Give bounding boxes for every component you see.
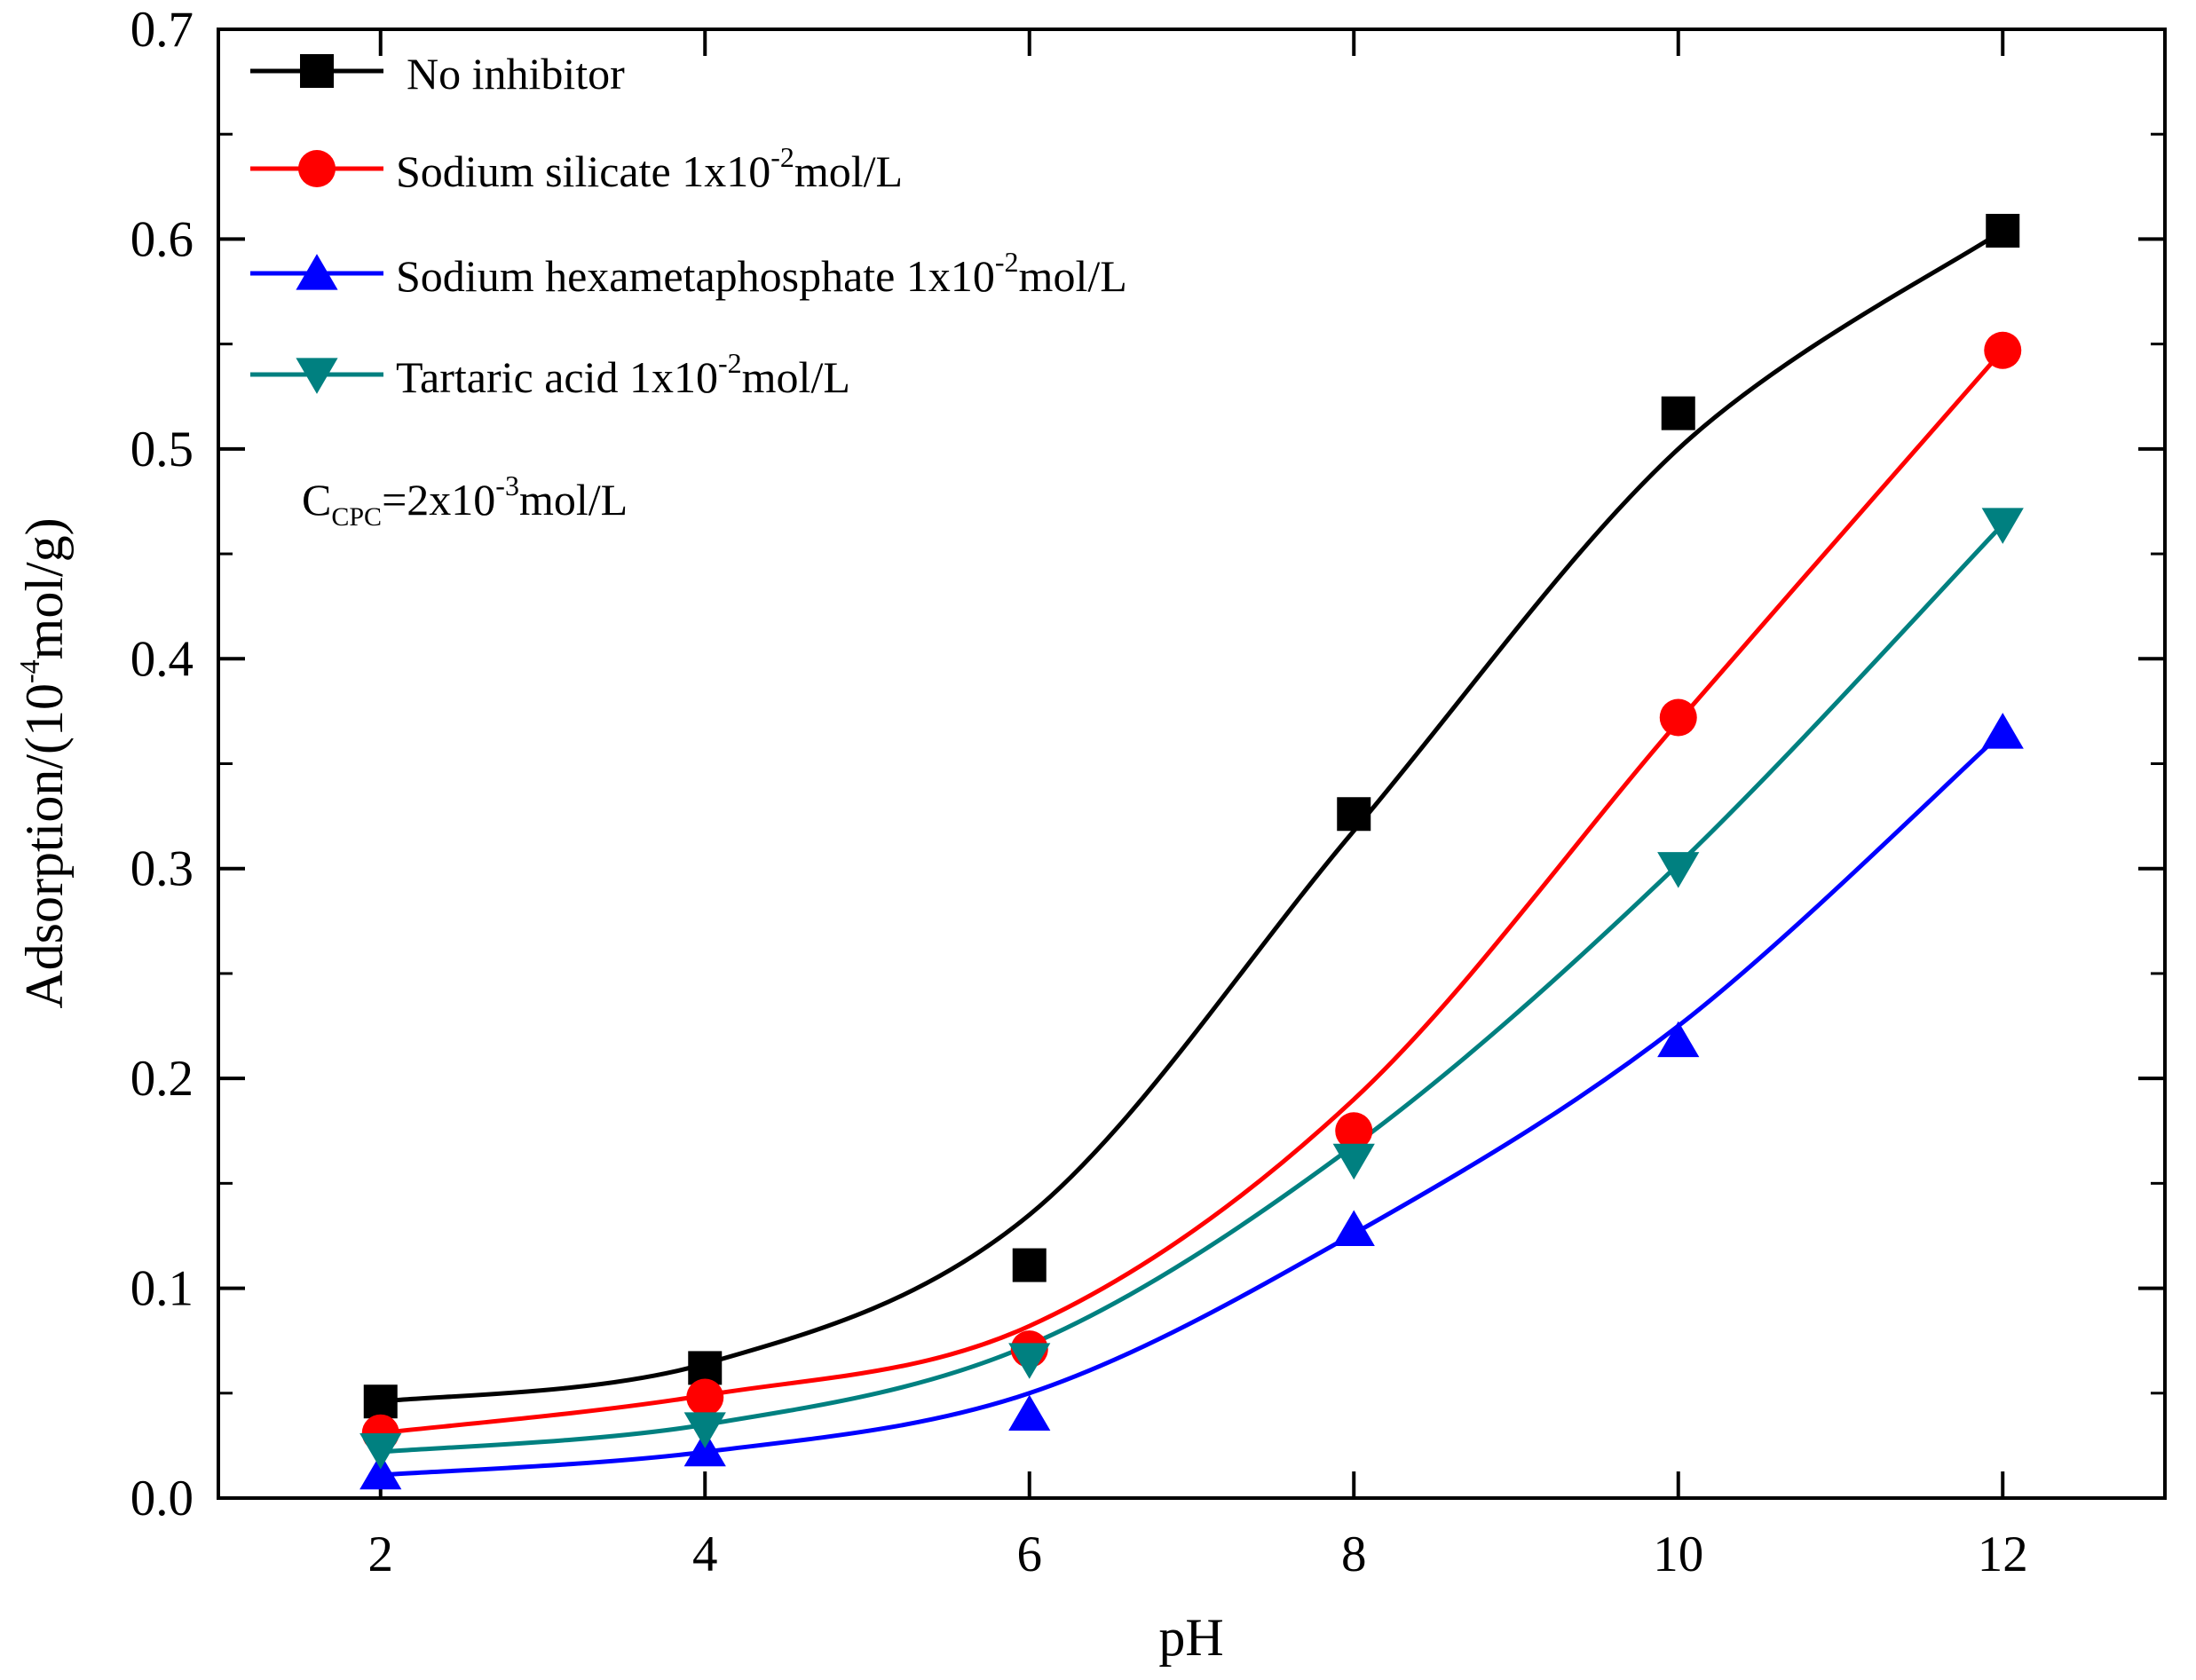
- data-point-2-5: [1981, 713, 2024, 749]
- legend-label-3: Tartaric acid 1x10-2mol/L: [396, 347, 850, 402]
- y-tick-label: 0.3: [130, 841, 194, 897]
- x-tick-label: 10: [1653, 1526, 1703, 1582]
- y-tick-label: 0.1: [130, 1261, 194, 1317]
- data-point-0-2: [1012, 1248, 1047, 1282]
- y-tick-label: 0.6: [130, 211, 194, 267]
- legend-label-1: Sodium silicate 1x10-2mol/L: [396, 141, 903, 196]
- data-point-3-2: [1008, 1343, 1051, 1379]
- legend-marker-0: [300, 54, 334, 88]
- y-tick-label: 0.4: [130, 631, 194, 687]
- legend: No inhibitor Sodium silicate 1x10-2mol/L S…: [250, 49, 1127, 402]
- legend-marker-3: [296, 358, 338, 394]
- data-point-2-0: [359, 1453, 402, 1490]
- data-point-3-1: [683, 1412, 726, 1448]
- series-fit-line-3: [380, 523, 2005, 1455]
- data-point-0-4: [1661, 396, 1695, 430]
- x-tick-label: 2: [368, 1526, 394, 1582]
- legend-marker-2: [296, 254, 338, 290]
- x-axis-title: pH: [1158, 1608, 1223, 1667]
- x-tick-label: 8: [1341, 1526, 1367, 1582]
- data-point-2-2: [1008, 1394, 1051, 1432]
- cpc-annotation: CCPC=2x10-3mol/L: [302, 469, 628, 532]
- y-tick-label: 0.2: [130, 1051, 194, 1107]
- x-tick-label: 6: [1017, 1526, 1043, 1582]
- data-point-2-3: [1332, 1210, 1375, 1246]
- data-markers: [359, 213, 2024, 1490]
- x-tick-label: 12: [1978, 1526, 2028, 1582]
- data-point-0-0: [363, 1384, 398, 1419]
- x-tick-label: 4: [692, 1526, 718, 1582]
- y-axis-title: Adsorption/(10-4mol/g): [13, 517, 74, 1008]
- data-point-0-5: [1986, 213, 2020, 248]
- fit-lines: [380, 228, 2005, 1478]
- data-point-3-0: [359, 1433, 402, 1470]
- axes-ticks: 2 4 6 8 10 12 0.0 0.1 0.2 0.3 0.4 0.5 0.6 0.7: [130, 2, 2165, 1582]
- series-fit-line-2: [380, 730, 2004, 1478]
- data-point-1-5: [1984, 331, 2022, 369]
- data-point-1-4: [1659, 698, 1697, 737]
- plot-frame: [217, 28, 2167, 1500]
- data-point-0-3: [1337, 797, 1371, 832]
- y-tick-label: 0.0: [130, 1471, 194, 1526]
- series-fit-line-0: [380, 228, 2004, 1404]
- data-point-1-1: [686, 1378, 724, 1416]
- legend-label-2: Sodium hexametaphosphate 1x10-2mol/L: [396, 246, 1127, 301]
- y-tick-label: 0.7: [130, 2, 194, 58]
- y-tick-label: 0.5: [130, 422, 194, 477]
- data-point-3-4: [1657, 852, 1700, 888]
- legend-label-0: No inhibitor: [407, 49, 625, 99]
- data-point-3-5: [1981, 508, 2024, 544]
- data-point-2-4: [1657, 1021, 1700, 1058]
- data-point-1-3: [1335, 1112, 1373, 1150]
- data-point-2-1: [683, 1430, 726, 1467]
- data-point-3-3: [1332, 1143, 1375, 1180]
- legend-marker-1: [298, 150, 336, 187]
